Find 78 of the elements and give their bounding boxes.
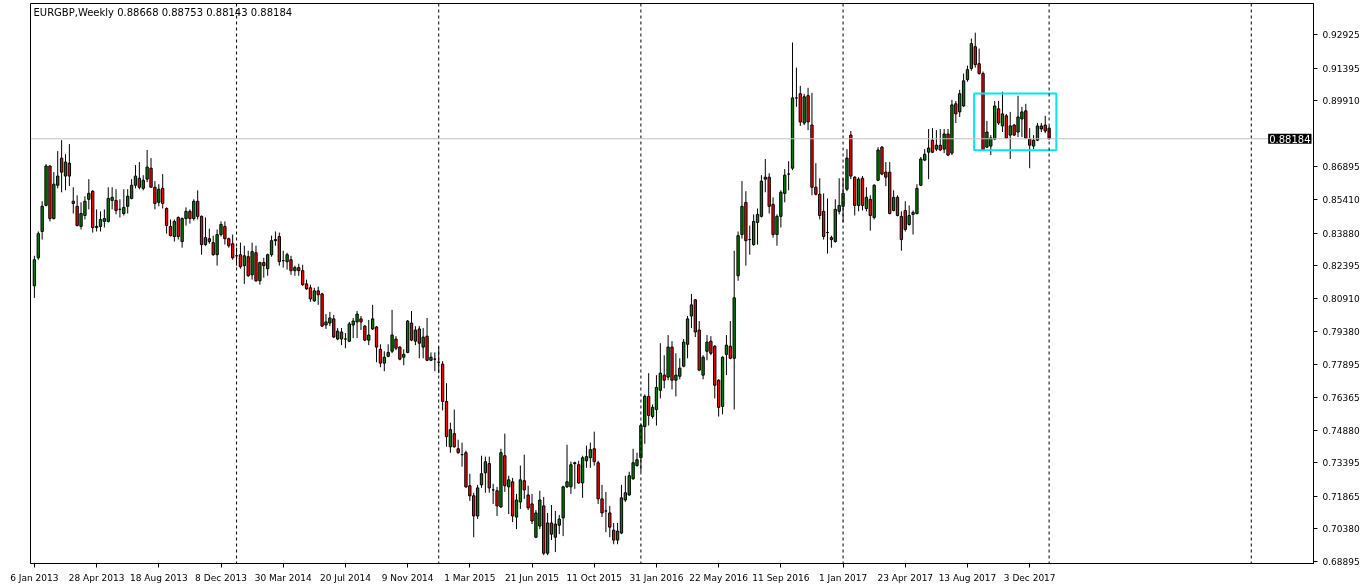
candlestick: [289, 255, 293, 276]
y-tick-label: 0.74880: [1322, 425, 1360, 436]
candlestick: [577, 460, 581, 485]
candlestick: [63, 153, 68, 191]
candlestick: [751, 213, 756, 247]
candlestick: [1008, 111, 1012, 160]
candlestick: [285, 252, 289, 271]
candlestick: [786, 160, 791, 191]
candlestick: [942, 128, 946, 154]
candlestick: [172, 218, 177, 243]
x-tick-label: 22 May 2016: [689, 572, 749, 583]
candlestick: [724, 334, 729, 376]
candlestick: [689, 293, 694, 329]
y-tick-label: 0.79380: [1322, 327, 1360, 338]
y-tick-label: 0.91395: [1322, 63, 1360, 74]
candlestick: [421, 327, 425, 359]
y-tick-label: 0.71865: [1322, 491, 1360, 502]
candlestick: [157, 183, 161, 207]
candlestick: [223, 220, 227, 246]
candlestick: [899, 210, 904, 252]
candlestick: [106, 186, 110, 224]
x-tick-label: 9 Nov 2014: [381, 572, 434, 583]
candlestick: [1004, 113, 1009, 140]
y-tick-label: 0.86895: [1322, 162, 1360, 173]
candlestick: [573, 461, 577, 490]
candlestick: [242, 245, 246, 285]
candlestick: [390, 309, 394, 354]
candlestick: [67, 143, 72, 187]
candlestick: [114, 188, 118, 215]
y-tick-label: 0.89910: [1322, 96, 1360, 107]
candlestick: [262, 257, 266, 279]
candlestick: [355, 310, 359, 339]
y-tick-label: 0.76365: [1322, 393, 1360, 404]
x-tick-label: 11 Oct 2015: [566, 572, 623, 583]
x-tick-label: 20 Jul 2014: [319, 572, 372, 583]
y-tick-label: 0.92925: [1322, 30, 1360, 41]
y-tick-label: 0.77895: [1322, 359, 1360, 370]
x-tick-label: 30 Mar 2014: [254, 572, 313, 583]
y-tick-label: 0.80910: [1322, 293, 1360, 304]
x-tick-label: 8 Dec 2013: [195, 572, 247, 583]
candlestick: [413, 325, 418, 346]
x-tick-label: 21 Jun 2015: [504, 572, 560, 583]
y-tick-label: 0.85410: [1322, 195, 1360, 206]
candlestick: [479, 455, 484, 489]
candlestick: [161, 173, 165, 209]
candlestick: [98, 210, 103, 232]
candlestick: [930, 127, 935, 154]
chart-title: EURGBP,Weekly 0.88668 0.88753 0.88143 0.88184: [33, 6, 293, 18]
x-tick-label: 28 Apr 2013: [68, 572, 125, 583]
candlestick: [122, 188, 126, 216]
x-tick-label: 1 Mar 2015: [444, 572, 496, 583]
x-tick-label: 3 Dec 2017: [1003, 572, 1056, 583]
x-tick-label: 13 Aug 2017: [938, 572, 997, 583]
candlestick: [126, 188, 130, 215]
candlestick: [382, 350, 386, 372]
candlestick: [553, 510, 558, 553]
y-tick-label: 0.68895: [1322, 556, 1360, 567]
x-tick-label: 18 Aug 2013: [129, 572, 188, 583]
candlestick: [367, 319, 371, 346]
x-tick-label: 1 Jan 2017: [818, 572, 868, 583]
candlestick: [647, 372, 651, 427]
candlestick: [378, 343, 383, 368]
candlestick: [59, 139, 64, 193]
y-tick-label: 0.82395: [1322, 261, 1360, 272]
candlestick: [452, 409, 456, 449]
candlestick: [250, 242, 254, 281]
x-tick-label: 23 Apr 2017: [877, 572, 934, 583]
x-tick-label: 6 Jan 2013: [10, 572, 59, 583]
candlestick: [231, 234, 235, 261]
x-tick-label: 11 Sep 2016: [752, 572, 810, 583]
y-tick-label: 0.70380: [1322, 524, 1360, 535]
x-tick-label: 31 Jan 2016: [629, 572, 684, 583]
candlestick: [588, 442, 593, 469]
candlestick: [1016, 95, 1020, 138]
ref-line-label: 0.88184: [1269, 133, 1311, 145]
y-tick-label: 0.73395: [1322, 458, 1360, 469]
y-tick-label: 0.83880: [1322, 228, 1360, 239]
candlestick: [417, 325, 421, 359]
